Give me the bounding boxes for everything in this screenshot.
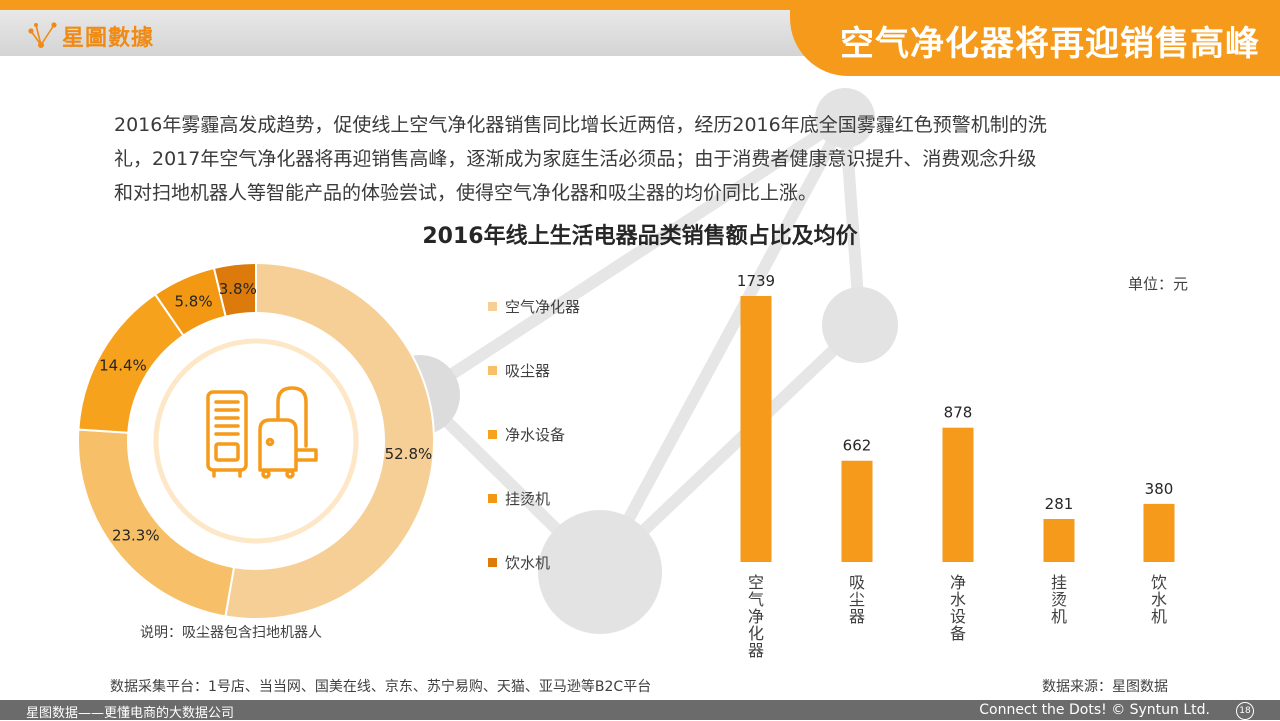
data-platforms: 数据采集平台：1号店、当当网、国美在线、京东、苏宁易购、天猫、亚马逊等B2C平台 bbox=[110, 679, 652, 695]
chart-title: 2016年线上生活电器品类销售额占比及均价 bbox=[422, 224, 858, 249]
unit-label: 单位：元 bbox=[1128, 275, 1189, 293]
legend-item: 挂烫机 bbox=[488, 488, 550, 509]
bar-category-label: 吸尘器 bbox=[848, 573, 865, 626]
bar bbox=[1143, 503, 1175, 562]
legend-label: 空气净化器 bbox=[505, 298, 581, 316]
bar-category-label: 净水设备 bbox=[949, 573, 966, 643]
footer-bar: 星图数据——更懂电商的大数据公司 Connect the Dots! © Syn… bbox=[0, 700, 1280, 721]
brand-logo: 星圖數據 bbox=[26, 18, 154, 54]
title-banner bbox=[790, 10, 1280, 76]
legend-swatch bbox=[488, 558, 497, 567]
legend-label: 净水设备 bbox=[505, 426, 566, 444]
bar-value-label: 878 bbox=[944, 404, 973, 422]
bar-value-label: 281 bbox=[1045, 495, 1074, 513]
legend-item: 净水设备 bbox=[488, 424, 565, 445]
bar-value-label: 1739 bbox=[737, 272, 775, 290]
donut-slice bbox=[224, 261, 435, 620]
bar-category-label: 饮水机 bbox=[1150, 573, 1167, 626]
legend-label: 饮水机 bbox=[505, 554, 551, 572]
legend-item: 吸尘器 bbox=[488, 360, 550, 381]
intro-paragraph: 2016年雾霾高发成趋势，促使线上空气净化器销售同比增长近两倍，经历2016年底… bbox=[114, 108, 1174, 210]
donut-slice bbox=[212, 261, 257, 318]
legend-item: 空气净化器 bbox=[488, 296, 580, 317]
donut-value-label: 23.3% bbox=[112, 527, 160, 545]
legend-swatch bbox=[488, 302, 497, 311]
footer-copyright: Connect the Dots! © Syntun Ltd. bbox=[979, 702, 1210, 718]
legend-label: 挂烫机 bbox=[505, 490, 551, 508]
bar-category-label: 挂烫机 bbox=[1050, 573, 1067, 626]
data-source: 数据来源：星图数据 bbox=[1042, 679, 1168, 695]
chart-note: 说明：吸尘器包含扫地机器人 bbox=[140, 625, 322, 641]
legend-label: 吸尘器 bbox=[505, 362, 551, 380]
legend-swatch bbox=[488, 430, 497, 439]
donut-value-label: 3.8% bbox=[219, 280, 257, 298]
bar-category-label: 空气净化器 bbox=[747, 573, 764, 660]
legend-swatch bbox=[488, 494, 497, 503]
top-accent-bar bbox=[0, 0, 1280, 10]
bar-value-label: 662 bbox=[843, 437, 872, 455]
legend-item: 饮水机 bbox=[488, 552, 550, 573]
constellation-logo-icon bbox=[28, 22, 57, 48]
donut-value-label: 14.4% bbox=[99, 356, 147, 374]
donut-chart: 52.8% 23.3% 14.4% 5.8% 3.8% bbox=[77, 261, 435, 620]
page-number: 18 bbox=[1236, 702, 1254, 720]
donut-value-label: 5.8% bbox=[174, 292, 212, 310]
header-bar bbox=[0, 10, 830, 56]
logo-text: 星圖數據 bbox=[62, 26, 155, 51]
air-purifier-vacuum-icon bbox=[206, 386, 318, 479]
bar-value-label: 380 bbox=[1145, 480, 1174, 498]
footer-tagline: 星图数据——更懂电商的大数据公司 bbox=[26, 706, 235, 721]
bar bbox=[841, 460, 873, 562]
bar bbox=[740, 296, 772, 562]
donut-value-label: 52.8% bbox=[385, 445, 433, 463]
page-title: 空气净化器将再迎销售高峰 bbox=[840, 24, 1260, 64]
bar bbox=[1043, 519, 1075, 562]
intro-line: 和对扫地机器人等智能产品的体验尝试，使得空气净化器和吸尘器的均价同比上涨。 bbox=[114, 182, 818, 204]
legend-swatch bbox=[488, 366, 497, 375]
bar bbox=[942, 427, 974, 562]
intro-line: 礼，2017年空气净化器将再迎销售高峰，逐渐成为家庭生活必须品；由于消费者健康意… bbox=[114, 148, 1037, 170]
intro-line: 2016年雾霾高发成趋势，促使线上空气净化器销售同比增长近两倍，经历2016年底… bbox=[114, 114, 1047, 136]
